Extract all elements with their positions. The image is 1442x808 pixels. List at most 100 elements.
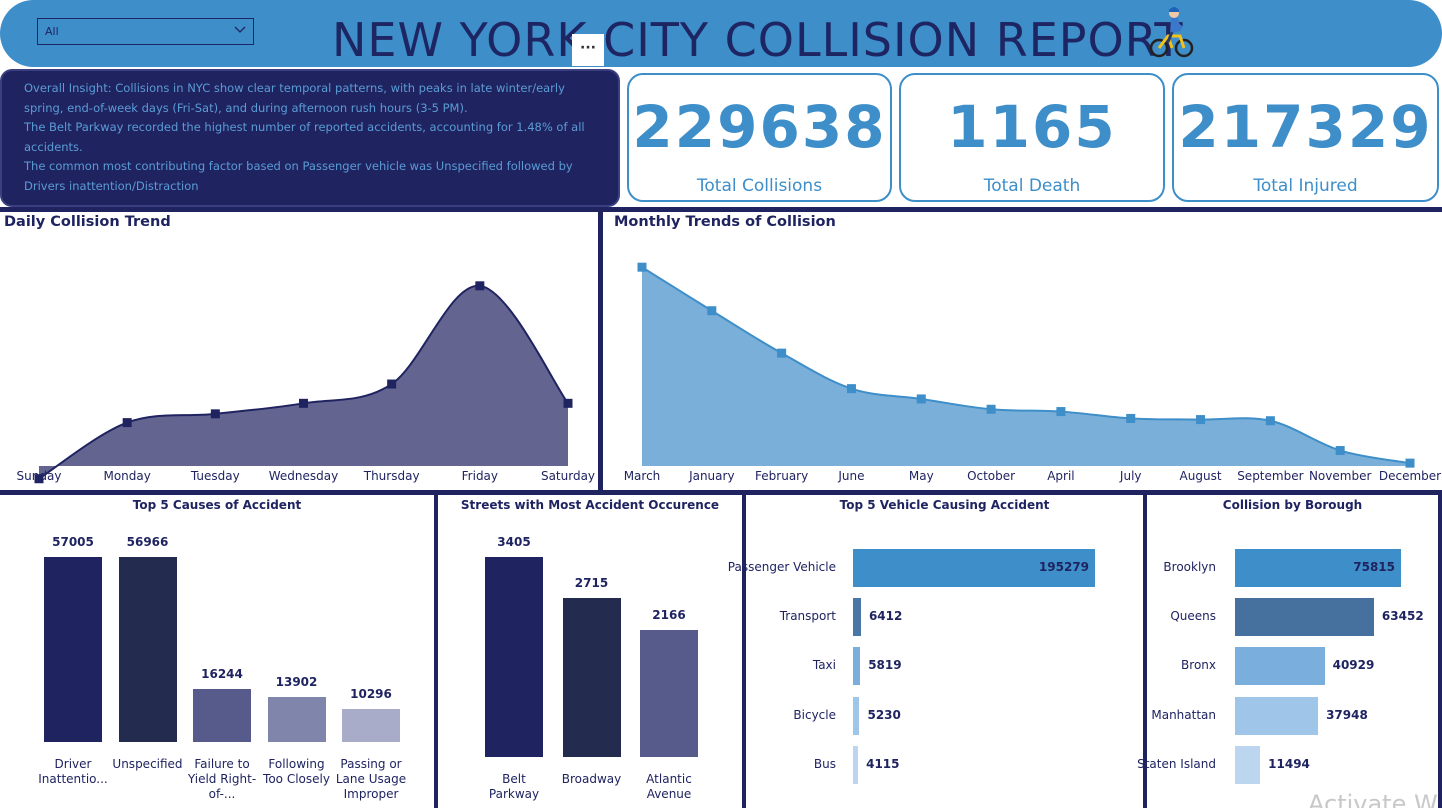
data-point-june[interactable]: [846, 384, 856, 394]
chevron-down-icon: [234, 26, 246, 33]
bar-data-label: 16244: [201, 667, 243, 682]
bar[interactable]: [193, 689, 251, 742]
data-point-december[interactable]: [1405, 458, 1415, 468]
kpi-value: 229638: [632, 93, 887, 161]
x-tick-label: Wednesday: [268, 469, 339, 483]
divider: [0, 490, 1442, 495]
bar[interactable]: [853, 647, 861, 686]
bar-category-label: Staten Island: [1137, 756, 1216, 771]
bar-category-label: Bus: [813, 756, 836, 771]
bar-data-label: 37948: [1326, 707, 1368, 722]
data-point-thursday[interactable]: [387, 379, 397, 389]
x-tick-label: August: [1179, 469, 1222, 483]
x-tick-label: January: [689, 469, 735, 483]
bar-data-label: 10296: [350, 686, 392, 701]
x-tick-label: Friday: [461, 469, 499, 483]
divider: [0, 207, 1442, 212]
x-tick-label: March: [623, 469, 661, 483]
data-point-july[interactable]: [1126, 413, 1136, 423]
kpi-label: Total Death: [983, 176, 1081, 196]
kpi-label: Total Collisions: [696, 176, 823, 196]
x-tick-label: Saturday: [540, 469, 596, 483]
data-point-february[interactable]: [777, 348, 787, 358]
bar[interactable]: [853, 549, 1095, 587]
data-point-sunday[interactable]: [34, 474, 44, 484]
data-point-monday[interactable]: [122, 418, 132, 428]
bar-category-label: Driver Inattentio...: [38, 757, 108, 786]
kpi-label: Total Injured: [1253, 176, 1358, 196]
bar-category-label: Taxi: [812, 658, 836, 673]
divider: [1143, 490, 1147, 808]
bar-category-label: Passing or Lane Usage Improper: [335, 757, 407, 801]
data-point-may[interactable]: [916, 394, 926, 404]
bar[interactable]: [853, 745, 859, 784]
bar-data-label: 2166: [652, 607, 686, 622]
data-point-saturday[interactable]: [563, 398, 573, 408]
kpi-card-total-death: 1165 Total Death: [899, 73, 1165, 202]
x-tick-label: November: [1308, 469, 1372, 483]
insight-line-1: Overall Insight: Collisions in NYC show …: [24, 81, 565, 115]
insight-line-3: The common most contributing factor base…: [24, 159, 573, 193]
data-point-august[interactable]: [1196, 415, 1206, 425]
bar-category-label: Unspecified: [112, 757, 183, 771]
bar-data-label: 11494: [1268, 756, 1310, 771]
bar[interactable]: [1235, 598, 1374, 637]
data-point-september[interactable]: [1265, 416, 1275, 426]
x-tick-label: October: [967, 469, 1016, 483]
x-tick-label: Sunday: [16, 469, 62, 483]
bar-category-label: Transport: [779, 609, 836, 624]
bar[interactable]: [562, 597, 621, 757]
divider: [598, 207, 603, 493]
bar-data-label: 6412: [868, 609, 903, 624]
x-tick-label: June: [838, 469, 865, 483]
x-tick-label: December: [1378, 469, 1442, 483]
bar[interactable]: [1235, 549, 1401, 587]
bar[interactable]: [342, 708, 400, 742]
bar-category-label: Bicycle: [793, 707, 836, 722]
bar[interactable]: [485, 557, 543, 757]
bar[interactable]: [44, 557, 102, 742]
x-tick-label: September: [1237, 469, 1304, 483]
bar-data-label: 195279: [1038, 560, 1089, 574]
bar[interactable]: [1235, 696, 1319, 735]
bar-category-label: Failure to Yield Right-of-...: [187, 757, 257, 801]
bar-data-label: 3405: [497, 535, 531, 549]
bar-category-label: Passenger Vehicle: [727, 560, 836, 574]
bar[interactable]: [853, 696, 860, 735]
bar[interactable]: [118, 557, 177, 742]
data-point-november[interactable]: [1335, 446, 1345, 456]
bar-data-label: 5819: [868, 658, 902, 673]
data-point-wednesday[interactable]: [299, 398, 308, 408]
page-title: NEW YORK CITY COLLISION REPORT: [332, 13, 1184, 67]
divider: [1438, 490, 1442, 808]
bar-data-label: 56966: [126, 535, 169, 550]
bar[interactable]: [1235, 647, 1325, 686]
bar-data-label: 40929: [1332, 658, 1375, 673]
bar-category-label: Atlantic Avenue: [646, 772, 692, 801]
x-tick-label: Monday: [103, 469, 151, 483]
data-point-april[interactable]: [1056, 407, 1066, 417]
bar-category-label: Belt Parkway: [488, 772, 540, 801]
filter-value: All: [45, 25, 59, 38]
data-point-march[interactable]: [637, 262, 647, 272]
monthly-trend-title: Monthly Trends of Collision: [614, 214, 836, 230]
data-point-january[interactable]: [707, 306, 717, 316]
bar-data-label: 5230: [867, 707, 901, 722]
bar[interactable]: [640, 629, 698, 757]
data-point-friday[interactable]: [475, 281, 485, 291]
filter-dropdown[interactable]: All: [37, 18, 254, 45]
bar[interactable]: [1235, 745, 1261, 784]
bar-category-label: Brooklyn: [1163, 560, 1216, 574]
data-point-october[interactable]: [986, 404, 996, 414]
divider: [434, 490, 438, 808]
kpi-card-total-collisions: 229638 Total Collisions: [627, 73, 892, 202]
streets-chart-title: Streets with Most Accident Occurence: [460, 498, 720, 512]
data-point-tuesday[interactable]: [210, 409, 220, 419]
more-options-button[interactable]: ···: [572, 34, 604, 66]
bar[interactable]: [853, 598, 861, 637]
bar-category-label: Bronx: [1181, 658, 1216, 673]
bar[interactable]: [267, 696, 326, 742]
